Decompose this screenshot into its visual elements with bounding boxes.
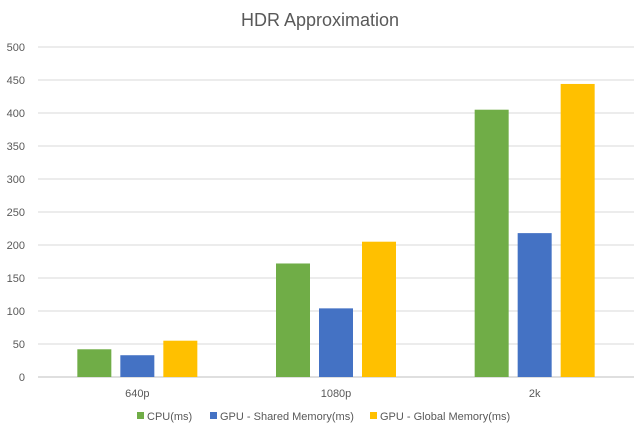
y-tick-label: 500 bbox=[7, 42, 25, 54]
legend-label: GPU - Shared Memory(ms) bbox=[220, 411, 354, 423]
legend-swatch bbox=[210, 412, 217, 419]
bar-2k-0 bbox=[474, 109, 509, 377]
y-tick-label: 250 bbox=[7, 207, 25, 219]
bar-640p-0 bbox=[77, 349, 112, 377]
bar-2k-2 bbox=[560, 83, 595, 378]
bar-640p-2 bbox=[163, 340, 198, 377]
y-tick-label: 400 bbox=[7, 108, 25, 120]
y-tick-label: 300 bbox=[7, 174, 25, 186]
legend-label: GPU - Global Memory(ms) bbox=[380, 411, 510, 423]
y-tick-label: 0 bbox=[19, 372, 25, 384]
bar-640p-1 bbox=[120, 355, 155, 377]
y-tick-label: 100 bbox=[7, 306, 25, 318]
bar-1080p-1 bbox=[319, 308, 353, 377]
bars bbox=[77, 83, 595, 378]
gridlines bbox=[38, 46, 634, 378]
x-tick-label: 2k bbox=[529, 388, 541, 400]
y-tick-label: 150 bbox=[7, 273, 25, 285]
x-tick-label: 640p bbox=[125, 388, 149, 400]
x-tick-label: 1080p bbox=[321, 388, 352, 400]
bar-1080p-2 bbox=[362, 241, 396, 377]
y-axis-ticks: 0 50 100 150 200 250 300 350 400 450 500 bbox=[7, 42, 25, 384]
y-tick-label: 200 bbox=[7, 240, 25, 252]
y-tick-label: 450 bbox=[7, 75, 25, 87]
legend-label: CPU(ms) bbox=[147, 411, 192, 423]
legend: CPU(ms) GPU - Shared Memory(ms) GPU - Glob… bbox=[137, 411, 510, 423]
bar-1080p-0 bbox=[276, 263, 310, 377]
y-tick-label: 50 bbox=[13, 339, 25, 351]
legend-swatch bbox=[370, 412, 377, 419]
legend-swatch bbox=[137, 412, 144, 419]
bar-2k-1 bbox=[517, 233, 552, 377]
y-tick-label: 350 bbox=[7, 141, 25, 153]
chart-title: HDR Approximation bbox=[241, 10, 399, 30]
x-axis-ticks: 640p 1080p 2k bbox=[125, 388, 541, 400]
